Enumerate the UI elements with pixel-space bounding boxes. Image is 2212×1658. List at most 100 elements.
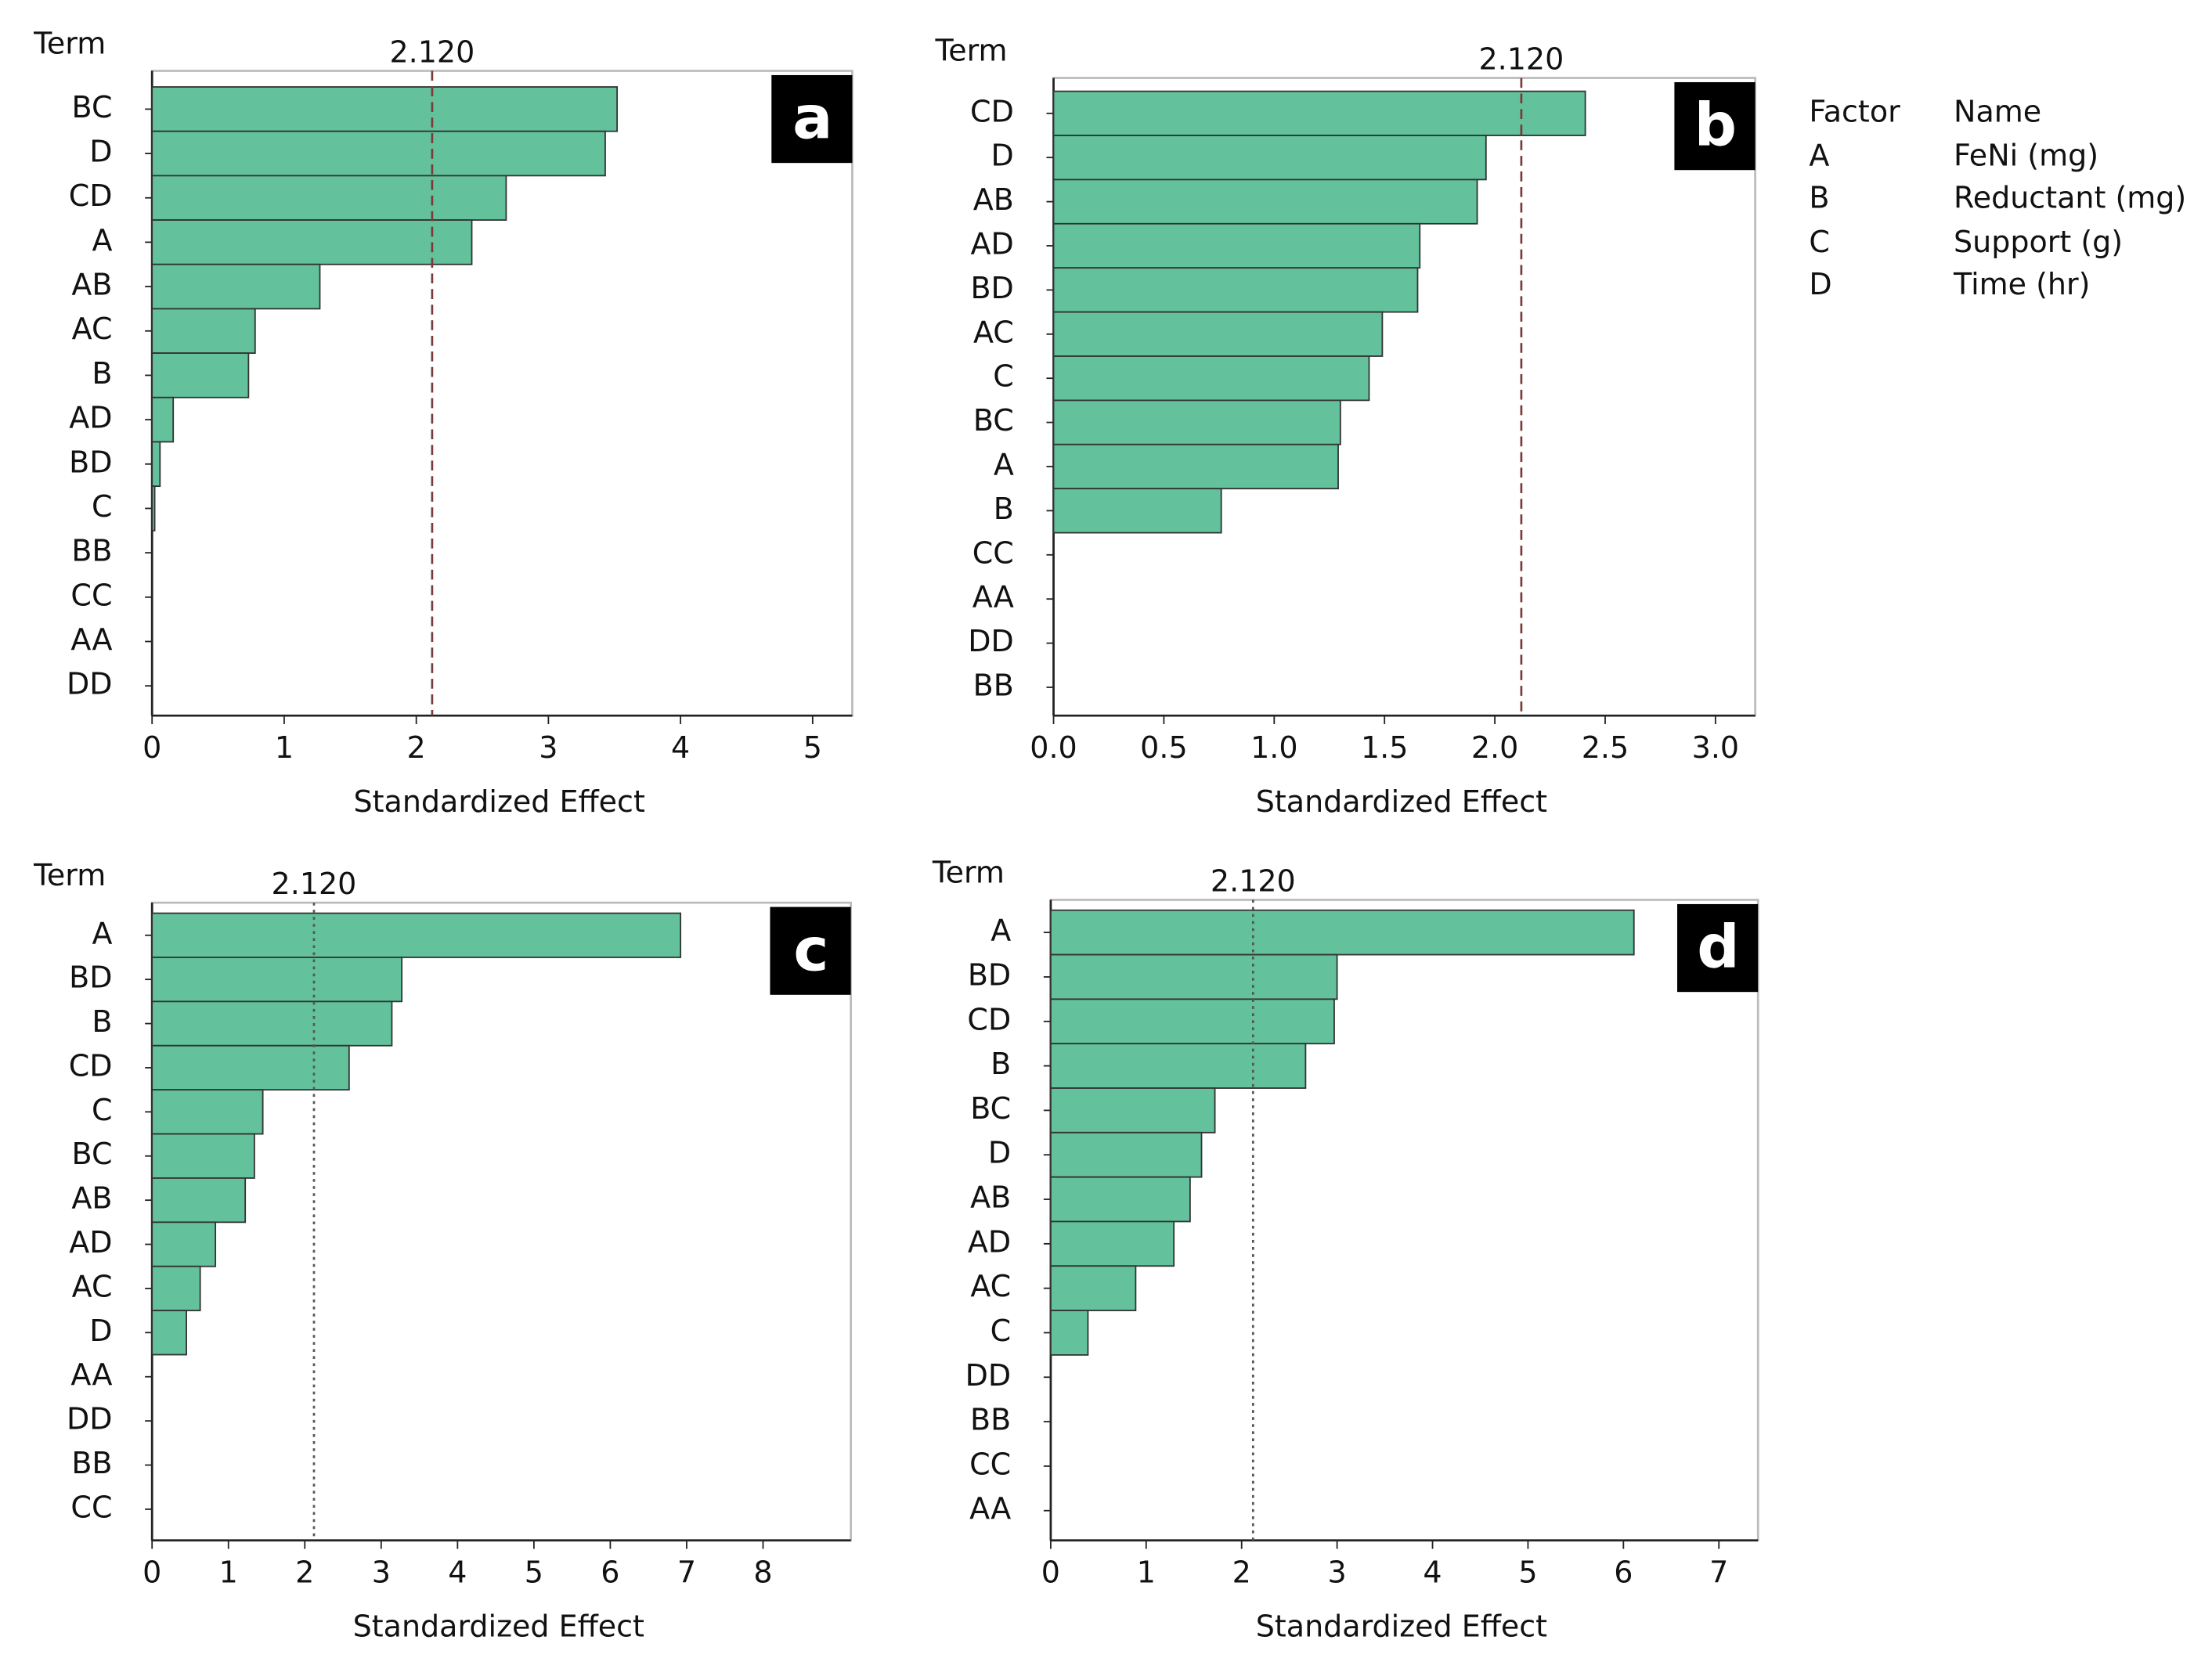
y-tick-label: D <box>988 1136 1011 1170</box>
y-axis-title: Term <box>934 33 1007 67</box>
y-axis-title: Term <box>33 858 106 892</box>
bar <box>1049 1087 1216 1134</box>
table-cell: FeNi (mg) <box>1954 138 2098 172</box>
y-tick-label: DD <box>968 624 1014 658</box>
y-tick-label: BD <box>968 957 1011 992</box>
table-cell: Time (hr) <box>1953 267 2090 301</box>
y-tick-label: D <box>89 1314 112 1348</box>
x-tick-label: 1 <box>1137 1555 1156 1590</box>
bar <box>151 219 473 265</box>
bar <box>151 1177 247 1224</box>
reference-label: 2.120 <box>272 867 357 901</box>
y-tick-label: AD <box>968 1224 1011 1259</box>
x-axis-title: Standardized Effect <box>354 784 645 819</box>
table-cell: D <box>1809 267 1831 301</box>
x-tick-label: 4 <box>1423 1555 1442 1590</box>
y-tick-label: BB <box>71 1446 112 1480</box>
y-tick-label: D <box>991 139 1014 173</box>
y-tick-label: AA <box>70 1357 112 1392</box>
x-tick-label: 2 <box>1232 1555 1251 1590</box>
bar <box>1049 1265 1137 1311</box>
y-tick-label: C <box>991 1314 1012 1348</box>
bar <box>151 912 682 958</box>
x-axis-title: Standardized Effect <box>1256 784 1547 819</box>
x-tick-label: 6 <box>1614 1555 1633 1590</box>
y-tick-label: BB <box>973 668 1014 702</box>
y-tick-label: DD <box>965 1358 1012 1393</box>
x-tick-label: 1 <box>275 730 294 765</box>
panel-label-box <box>771 74 853 164</box>
y-tick-label: BD <box>970 271 1013 305</box>
x-tick-label: 0.5 <box>1140 730 1187 765</box>
bar <box>1049 1131 1203 1178</box>
bar <box>1052 355 1370 402</box>
table-header: Factor <box>1809 94 1900 128</box>
y-tick-label: D <box>89 135 112 169</box>
bar <box>1052 399 1341 445</box>
bar <box>151 1133 255 1179</box>
panel-label-box <box>770 906 851 995</box>
x-tick-label: 4 <box>448 1555 467 1590</box>
y-tick-label: CD <box>69 178 113 213</box>
bar <box>151 1310 187 1356</box>
y-tick-label: BB <box>71 534 112 568</box>
bar <box>151 175 507 221</box>
x-tick-label: 1.5 <box>1361 730 1408 765</box>
table-cell: A <box>1809 138 1829 172</box>
y-tick-label: A <box>991 914 1011 948</box>
y-tick-label: AD <box>69 1225 112 1260</box>
reference-label: 2.120 <box>1211 863 1296 898</box>
x-tick-label: 5 <box>1518 1555 1537 1590</box>
bar <box>1049 953 1338 1000</box>
y-tick-label: CC <box>972 535 1014 570</box>
y-tick-label: AC <box>72 1269 113 1303</box>
y-tick-label: AD <box>971 227 1014 261</box>
bar <box>1049 1220 1175 1267</box>
bar <box>1049 909 1635 956</box>
panel-label: c <box>793 914 828 984</box>
y-tick-label: AB <box>71 1181 112 1216</box>
panel-label-box <box>1674 81 1756 171</box>
y-tick-label: AA <box>972 580 1014 615</box>
x-tick-label: 5 <box>803 730 822 765</box>
x-axis-title: Standardized Effect <box>353 1609 644 1643</box>
x-tick-label: 3 <box>1328 1555 1347 1590</box>
x-tick-label: 7 <box>677 1555 696 1590</box>
bar <box>151 352 250 398</box>
x-tick-label: 0 <box>143 1555 161 1590</box>
panel-label-box <box>1677 903 1759 993</box>
y-tick-label: AB <box>71 268 112 302</box>
y-tick-label: CD <box>967 1002 1011 1036</box>
panel-label: b <box>1694 90 1737 160</box>
y-tick-label: C <box>92 1093 113 1127</box>
bar <box>151 441 161 488</box>
bar <box>1049 1043 1307 1089</box>
x-tick-label: 2.5 <box>1582 730 1629 765</box>
bar <box>1052 135 1487 181</box>
y-tick-label: B <box>991 1047 1011 1081</box>
panel-label: d <box>1697 912 1739 982</box>
x-tick-label: 2.0 <box>1471 730 1518 765</box>
y-tick-label: AC <box>973 315 1014 349</box>
y-tick-label: AB <box>970 1180 1011 1215</box>
x-tick-label: 1.0 <box>1250 730 1297 765</box>
bar <box>151 86 619 132</box>
bar <box>151 1221 217 1267</box>
x-tick-label: 3 <box>372 1555 391 1590</box>
y-tick-label: AC <box>72 312 113 346</box>
x-tick-label: 0 <box>1041 1555 1060 1590</box>
bar <box>151 263 321 310</box>
bar <box>151 485 156 532</box>
x-tick-label: 8 <box>753 1555 772 1590</box>
bar <box>151 308 256 355</box>
x-tick-label: 6 <box>601 1555 619 1590</box>
reference-label: 2.120 <box>390 34 475 69</box>
y-tick-label: BC <box>72 1137 113 1171</box>
y-tick-label: CC <box>70 578 112 612</box>
x-axis-title: Standardized Effect <box>1256 1609 1547 1643</box>
y-tick-label: AD <box>69 401 112 435</box>
y-tick-label: B <box>994 492 1014 526</box>
y-tick-label: B <box>92 356 112 391</box>
y-tick-label: AA <box>969 1491 1011 1526</box>
